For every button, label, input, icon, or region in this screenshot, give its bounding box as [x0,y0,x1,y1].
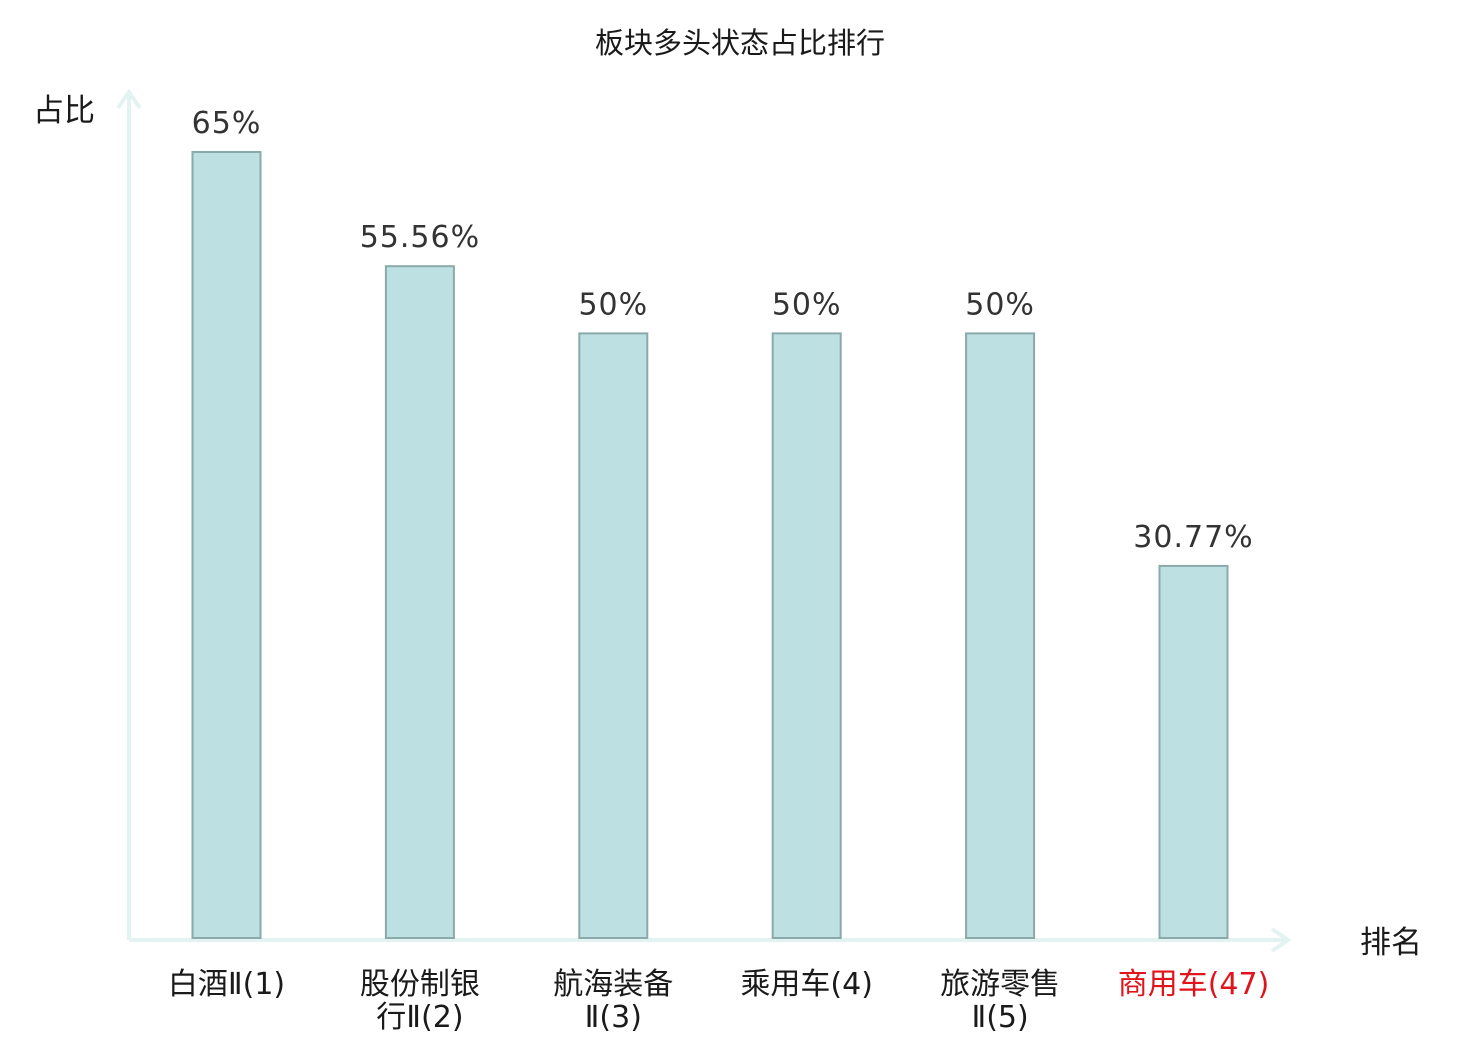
category-label-line: Ⅱ(3) [585,1000,642,1035]
y-axis-label: 占比 [33,93,95,129]
category-label-line: 旅游零售 [940,967,1060,1002]
bar-value-label: 30.77% [1133,520,1253,555]
category-label: 乘用车(4) [740,967,873,1002]
category-label-line: 白酒Ⅱ(1) [168,967,285,1002]
category-labels-group: 白酒Ⅱ(1) 股份制银行Ⅱ(2) 航海装备 Ⅱ(3) 乘用车(4) 旅游零售 Ⅱ(5) 商用车… [168,967,1269,1035]
chart-title: 板块多头状态占比排行 [595,26,885,60]
category-label-line: 乘用车(4) [740,967,873,1002]
category-label: 股份制银行Ⅱ(2) [360,967,480,1035]
category-label-line: 股份制银 [360,967,480,1002]
category-label-line: 航海装备 [553,967,673,1002]
category-label-line: 行Ⅱ(2) [376,1000,463,1035]
bar [965,332,1036,939]
x-axis-arrow [1270,927,1292,953]
bar [578,332,649,939]
category-label: 旅游零售 Ⅱ(5) [940,967,1060,1035]
bars-group [191,151,1229,940]
category-label: 航海装备 Ⅱ(3) [553,967,673,1035]
category-label-line: Ⅱ(5) [971,1000,1028,1035]
category-label: 商用车(47) [1118,967,1270,1002]
axes [116,88,1292,953]
bar [384,265,455,939]
category-label: 白酒Ⅱ(1) [168,967,285,1002]
bar-value-label: 50% [578,287,648,322]
value-labels-group: 65% 55.56% 50% 50% 50% 30.77% [192,106,1253,555]
y-axis-arrow [116,88,142,110]
category-label-line: 商用车(47) [1118,967,1270,1002]
bar [771,332,842,939]
x-axis-label: 排名 [1360,925,1422,961]
bar-value-label: 50% [965,287,1035,322]
bar-value-label: 55.56% [360,220,480,255]
bar-value-label: 50% [772,287,842,322]
bar [1158,564,1229,940]
bar-value-label: 65% [192,106,262,141]
bar [191,151,262,939]
